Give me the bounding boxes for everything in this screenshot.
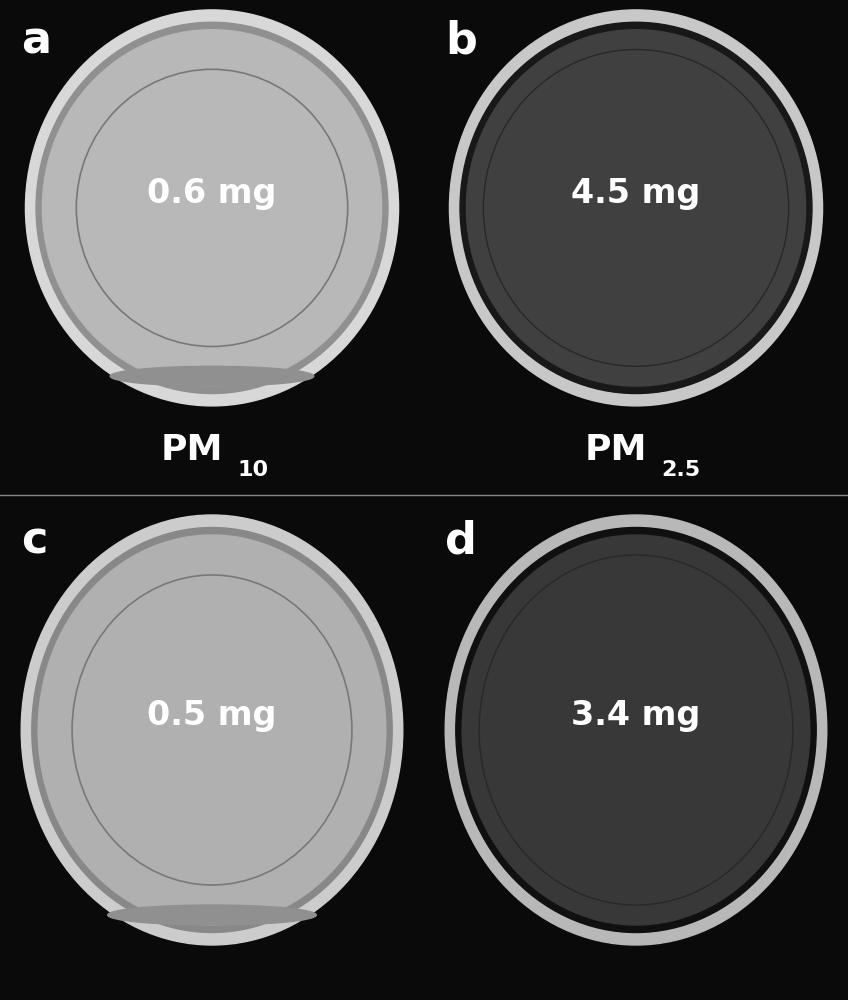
Ellipse shape: [42, 30, 382, 386]
Text: 2.5: 2.5: [661, 460, 700, 480]
Text: 0.6 mg: 0.6 mg: [148, 177, 276, 210]
Text: 4.5 mg: 4.5 mg: [572, 177, 700, 210]
Text: PM: PM: [585, 433, 648, 467]
Ellipse shape: [108, 905, 316, 925]
Text: 0.5 mg: 0.5 mg: [148, 698, 276, 731]
Ellipse shape: [36, 22, 388, 394]
Text: 10: 10: [237, 460, 269, 480]
Ellipse shape: [21, 515, 403, 945]
Ellipse shape: [449, 10, 823, 406]
Ellipse shape: [460, 22, 812, 394]
Text: a: a: [21, 20, 51, 63]
Ellipse shape: [25, 10, 399, 406]
Ellipse shape: [32, 528, 392, 932]
Text: c: c: [21, 520, 47, 563]
Ellipse shape: [110, 366, 314, 386]
Ellipse shape: [466, 30, 806, 386]
Ellipse shape: [462, 535, 810, 925]
Ellipse shape: [456, 528, 816, 932]
Text: 3.4 mg: 3.4 mg: [572, 698, 700, 731]
Ellipse shape: [445, 515, 827, 945]
Text: PM: PM: [161, 433, 224, 467]
Ellipse shape: [38, 535, 386, 925]
Text: d: d: [445, 520, 477, 563]
Text: b: b: [445, 20, 477, 63]
